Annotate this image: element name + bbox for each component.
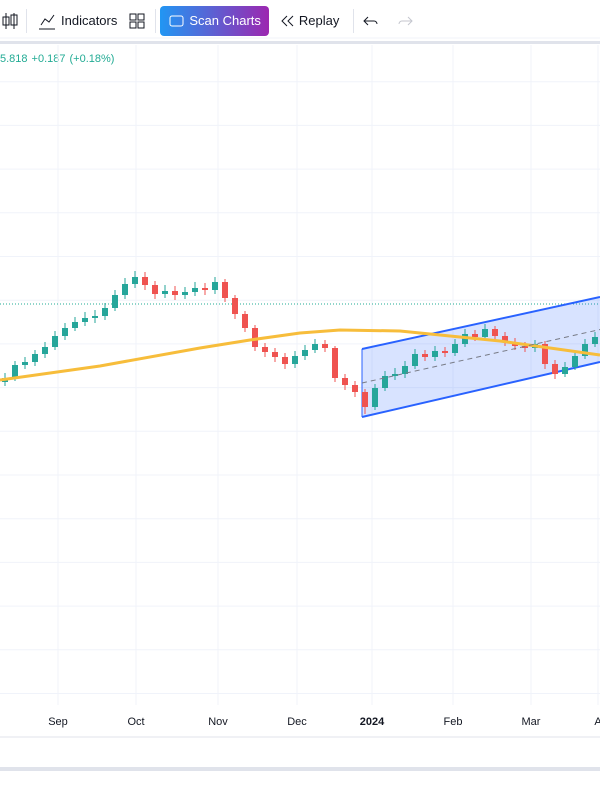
templates-icon[interactable] [127, 11, 147, 31]
candle-body [552, 364, 558, 374]
candle-body [452, 344, 458, 353]
separator [26, 8, 27, 33]
scan-icon [169, 15, 184, 26]
candle-body [252, 328, 258, 347]
candle-body [472, 334, 478, 337]
candle-body [412, 354, 418, 366]
candle-body [242, 314, 248, 328]
candle-body [292, 356, 298, 364]
price-legend: 5.818 +0.187 (+0.18%) [0, 53, 118, 65]
candle-body [222, 282, 228, 298]
moving-average [0, 328, 600, 382]
candle-body [12, 365, 18, 378]
indicators-icon [39, 14, 55, 29]
channel-mid [361, 329, 600, 384]
indicators-button[interactable]: Indicators [31, 6, 123, 36]
scan-label: Scan Charts [189, 13, 261, 28]
candle-body [582, 344, 588, 356]
price-change: +0.187 [31, 53, 66, 65]
candle-body [522, 346, 528, 348]
x-tick-label: Dec [287, 716, 307, 728]
candle-body [82, 318, 88, 322]
chart-type-icon[interactable] [2, 9, 22, 33]
indicators-label: Indicators [61, 13, 118, 28]
panel-divider [0, 767, 600, 771]
candle-body [182, 292, 188, 295]
candle-body [72, 322, 78, 328]
candle-body [592, 337, 598, 344]
replay-label: Replay [298, 13, 340, 28]
channel-upper [361, 296, 600, 350]
candle-body [142, 277, 148, 285]
candle-body [112, 295, 118, 308]
candle-body [2, 378, 8, 382]
channel-lower [361, 361, 600, 418]
candle-body [322, 344, 328, 348]
candle-body [162, 291, 168, 294]
candle-body [122, 284, 128, 295]
candle-body [462, 334, 468, 344]
toolbar: Indicators Scan Charts Replay [0, 0, 600, 44]
undo-icon[interactable] [358, 11, 388, 31]
separator [155, 8, 157, 33]
x-tick-label: Sep [48, 716, 68, 728]
candle-body [32, 354, 38, 362]
candle-body [202, 288, 208, 290]
candle-body [192, 288, 198, 292]
candle-body [482, 329, 488, 337]
scan-charts-button[interactable]: Scan Charts [160, 5, 269, 36]
candle-body [422, 354, 428, 357]
candle-body [402, 366, 408, 374]
candle-body [282, 357, 288, 364]
x-tick-label: A [594, 716, 600, 728]
candle-body [262, 347, 268, 352]
replay-icon [281, 15, 294, 26]
redo-icon[interactable] [388, 11, 418, 31]
x-tick-label: Feb [444, 716, 463, 728]
candle-body [22, 362, 28, 365]
candle-body [102, 308, 108, 316]
candle-body [362, 392, 368, 407]
candle-body [542, 344, 548, 364]
candle-body [532, 344, 538, 348]
candle-body [442, 351, 448, 353]
candle-body [302, 350, 308, 356]
candle-body [432, 351, 438, 357]
candle-body [272, 352, 278, 357]
channel-fill [362, 297, 600, 417]
candle-body [232, 298, 238, 314]
candle-body [172, 291, 178, 295]
candle-body [342, 378, 348, 385]
footer [0, 737, 600, 800]
candle-body [132, 277, 138, 284]
candle-body [312, 344, 318, 350]
x-tick-label: 2024 [360, 716, 385, 728]
candle-body [352, 385, 358, 392]
separator [353, 8, 355, 33]
candle-body [152, 285, 158, 294]
candle-body [372, 388, 378, 407]
candle-body [92, 316, 98, 318]
x-tick-label: Oct [127, 716, 144, 728]
candle-body [562, 367, 568, 374]
candle-body [492, 329, 498, 336]
candle-body [512, 342, 518, 346]
replay-button[interactable]: Replay [273, 6, 345, 36]
candle-body [62, 328, 68, 336]
price-change-pct: (+0.18%) [69, 53, 115, 65]
x-tick-label: Nov [208, 716, 228, 728]
candle-body [52, 336, 58, 347]
candle-body [502, 336, 508, 342]
candle-body [42, 347, 48, 354]
last-price: 5.818 [0, 53, 28, 65]
x-tick-label: Mar [522, 716, 541, 728]
candle-body [392, 374, 398, 376]
candle-body [382, 376, 388, 388]
candle-body [332, 348, 338, 378]
candle-body [572, 356, 578, 367]
candle-body [212, 282, 218, 290]
